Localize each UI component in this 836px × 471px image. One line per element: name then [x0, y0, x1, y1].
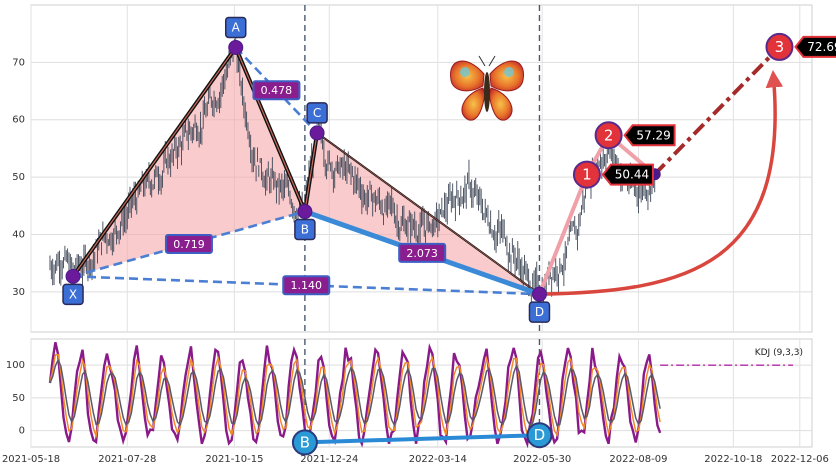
point-label-box [528, 301, 551, 323]
kdj-d-line [49, 358, 661, 428]
x-tick-label: 2022-10-18 [704, 454, 762, 465]
x-tick-label: 2022-03-14 [409, 454, 467, 465]
target-tag [623, 124, 676, 147]
x-axis: 2021-05-18 2021-07-28 2021-10-15 2021-12-24… [2, 454, 829, 465]
kdj-y-tick: 50 [12, 393, 25, 404]
kdj-series [48, 342, 794, 449]
ratio-label: 1.140 [290, 279, 322, 292]
butterfly-icon [450, 55, 524, 121]
kdj-y-tick: 100 [6, 360, 25, 371]
target-value: 50.44 [615, 168, 649, 182]
ratio-lines: 0.478 0.719 1.140 2.073 [72, 46, 540, 296]
target-circle [572, 160, 601, 189]
point-label-box [306, 102, 328, 124]
point-label: C [313, 106, 321, 120]
target-number: 2 [604, 126, 614, 144]
x-tick-label: 2021-05-18 [2, 454, 60, 465]
point-C [309, 125, 325, 141]
price-y-tick: 40 [12, 229, 25, 240]
x-tick-label: 2022-12-06 [771, 454, 829, 465]
bcd-triangle [304, 132, 540, 295]
leg-AB-inner [235, 47, 306, 212]
divergence-label: B [300, 433, 310, 451]
divergence-point-D [526, 422, 553, 449]
ratio-label: 2.073 [406, 247, 438, 260]
projection-path [537, 133, 657, 295]
point-label: B [301, 223, 309, 237]
target-tag [601, 163, 654, 186]
point-label-box [294, 218, 316, 241]
ratio-label: 0.478 [261, 84, 293, 97]
target-markers: 1 50.44 2 57.29 3 72.69 [572, 32, 836, 189]
leg-XA-inner [72, 47, 237, 277]
projection-dashdot [653, 45, 781, 176]
divergence-label: D [534, 426, 546, 444]
price-series [49, 35, 656, 313]
price-y-tick: 30 [12, 287, 25, 298]
target-number: 3 [775, 38, 785, 56]
target-circle [594, 121, 623, 150]
point-label-box [62, 283, 84, 306]
price-y-tick: 60 [12, 115, 25, 126]
pattern-points: X A B C D [62, 16, 551, 323]
x-tick-label: 2021-12-24 [300, 454, 358, 465]
target-value: 72.69 [807, 40, 836, 54]
target-tag [794, 35, 836, 58]
kdj-y-tick: 0 [19, 426, 25, 437]
ratio-box [164, 233, 213, 254]
point-A [228, 39, 244, 55]
divergence-point-B [291, 429, 318, 456]
target-value: 57.29 [636, 128, 670, 142]
point-label: X [69, 287, 77, 301]
leg-BC-inner [304, 132, 318, 212]
price-y-tick: 50 [12, 172, 25, 183]
ratio-line [72, 275, 540, 296]
divergence-line [304, 433, 540, 445]
x-tick-label: 2022-08-09 [609, 454, 667, 465]
x-tick-label: 2021-10-15 [205, 454, 263, 465]
point-D [531, 286, 547, 302]
point-B [297, 204, 313, 220]
target-circle [765, 32, 794, 61]
ratio-label: 0.719 [173, 238, 205, 251]
kdj-legend: KDJ (9,3,3) [755, 348, 803, 358]
xab-triangle [73, 47, 305, 277]
x-tick-label: 2021-07-28 [98, 454, 156, 465]
price-y-tick: 70 [12, 57, 25, 68]
point-X [65, 268, 81, 284]
kdj-y-axis: 0 50 100 [6, 360, 25, 436]
projection-arrow [539, 69, 784, 296]
kdj-k-line [49, 353, 661, 439]
x-tick-label: 2022-05-30 [513, 454, 571, 465]
point-label-box [224, 16, 247, 39]
point-label: A [232, 20, 241, 34]
ratio-box [398, 242, 447, 263]
leg-CD-inner [316, 132, 540, 295]
price-y-axis: 30 40 50 60 70 [12, 57, 25, 297]
projection-layer [537, 45, 784, 296]
target-number: 1 [582, 166, 592, 184]
ratio-box [252, 80, 301, 101]
point-label: D [535, 305, 544, 319]
ratio-box [282, 275, 331, 296]
